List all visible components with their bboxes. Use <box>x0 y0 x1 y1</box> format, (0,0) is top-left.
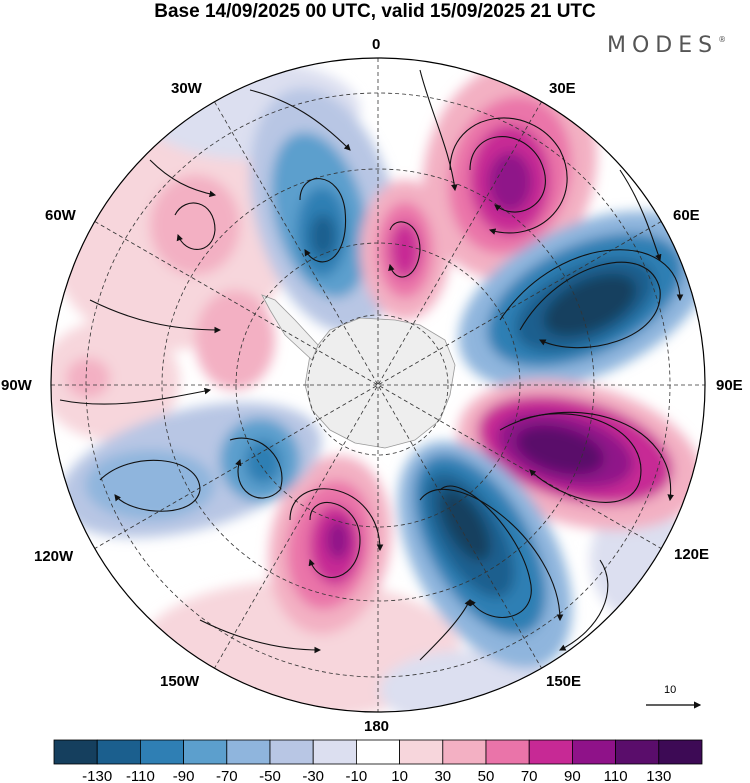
longitude-label-30e: 30E <box>549 80 576 97</box>
graticule <box>51 58 705 712</box>
longitude-label-90e: 90E <box>716 377 743 394</box>
longitude-label-120w: 120W <box>34 548 74 565</box>
longitude-label-30w: 30W <box>171 80 202 97</box>
map-title: Base 14/09/2025 00 UTC, valid 15/09/2025… <box>154 1 596 22</box>
reference-vector-label: 10 <box>664 684 677 696</box>
longitude-label-150e: 150E <box>546 673 582 690</box>
longitude-label-150w: 150W <box>160 673 200 690</box>
antarctica-landmass <box>261 294 456 449</box>
longitude-label-180: 180 <box>364 718 390 735</box>
modes-logo: MODES® <box>607 33 727 58</box>
longitude-label-0: 0 <box>372 36 381 53</box>
longitude-label-120e: 120E <box>674 546 710 563</box>
map-boundary <box>50 57 706 713</box>
longitude-label-90w: 90W <box>1 377 32 394</box>
longitude-label-60e: 60E <box>673 207 700 224</box>
longitude-label-60w: 60W <box>45 207 76 224</box>
wind-streamlines <box>59 69 684 661</box>
